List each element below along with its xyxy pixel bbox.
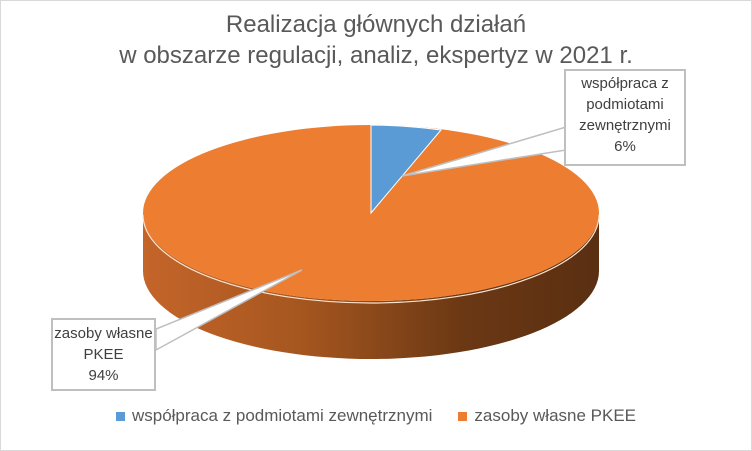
data-label-own: zasoby własne PKEE 94% bbox=[51, 318, 156, 391]
legend-swatch-blue-icon bbox=[115, 411, 125, 421]
data-label-text: współpraca z bbox=[581, 75, 669, 92]
leader-own bbox=[155, 269, 303, 352]
chart-legend: współpraca z podmiotami zewnętrznymi zas… bbox=[0, 406, 752, 426]
pie-slice-external[interactable] bbox=[370, 124, 442, 215]
chart-title-line1: Realizacja głównych działań bbox=[225, 11, 527, 38]
chart-title-line2: w obszarze regulacji, analiz, ekspertyz … bbox=[119, 42, 633, 69]
data-label-text: podmiotami bbox=[586, 96, 664, 113]
data-label-percent: 6% bbox=[614, 138, 636, 155]
data-label-text: zewnętrznymi bbox=[579, 117, 671, 134]
legend-item-external[interactable]: współpraca z podmiotami zewnętrznymi bbox=[115, 406, 433, 426]
data-label-text: PKEE bbox=[83, 346, 124, 363]
data-label-external: współpraca z podmiotami zewnętrznymi 6% bbox=[564, 69, 686, 166]
pie-side-own bbox=[143, 213, 599, 359]
data-label-percent: 94% bbox=[88, 367, 119, 384]
legend-label: zasoby własne PKEE bbox=[474, 406, 637, 425]
legend-label: współpraca z podmiotami zewnętrznymi bbox=[131, 406, 433, 425]
data-label-text: zasoby własne bbox=[54, 325, 153, 342]
legend-swatch-orange-icon bbox=[458, 411, 468, 421]
pie-rim-highlight bbox=[142, 214, 600, 304]
legend-item-own[interactable]: zasoby własne PKEE bbox=[458, 406, 636, 426]
